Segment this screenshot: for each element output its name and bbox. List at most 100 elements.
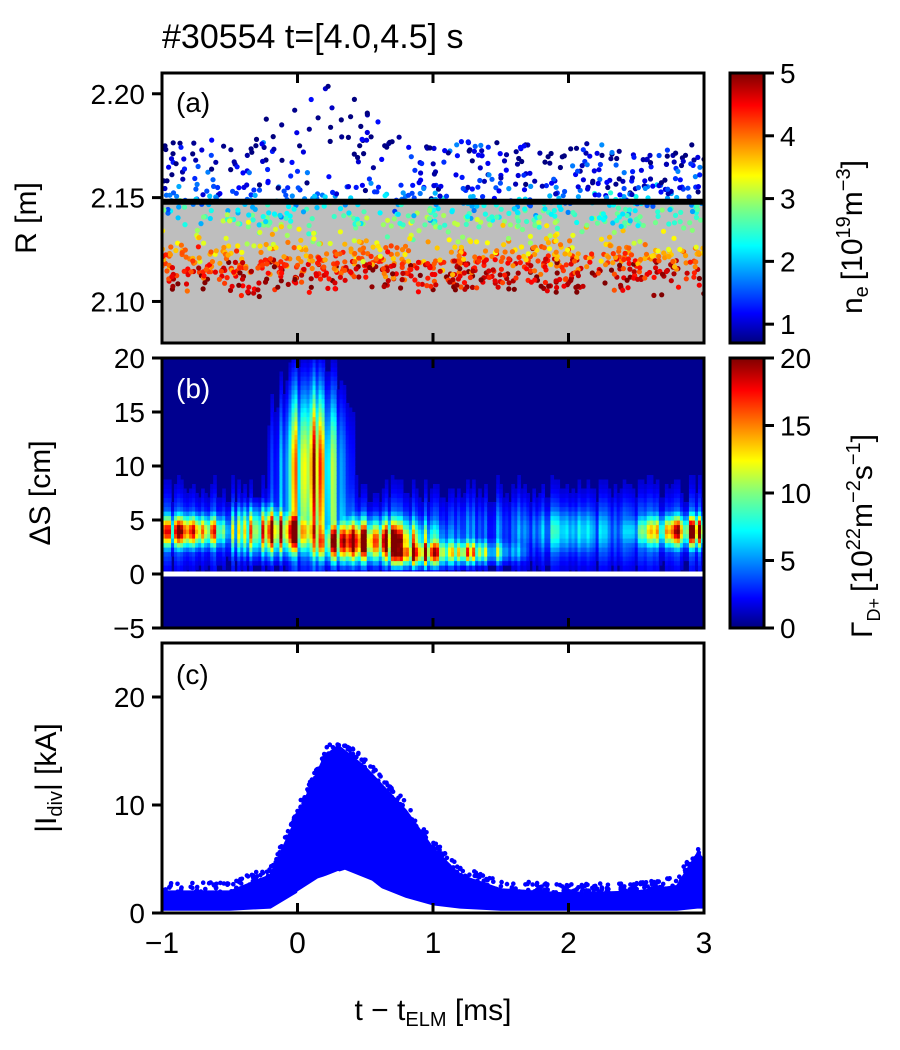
flux-cell [339, 412, 344, 418]
flux-cell [523, 547, 527, 553]
flux-cell [535, 520, 539, 526]
flux-cell [219, 515, 223, 521]
density-point [191, 140, 197, 146]
flux-cell [556, 533, 561, 539]
flux-cell [487, 547, 491, 553]
flux-cell [219, 551, 223, 557]
flux-cell [192, 560, 196, 566]
flux-cell [276, 515, 281, 521]
density-point [342, 259, 348, 265]
flux-cell [276, 466, 281, 472]
density-point [477, 165, 483, 171]
density-point [332, 286, 338, 292]
flux-cell [348, 502, 353, 508]
density-point [264, 215, 270, 221]
flux-cell [318, 385, 323, 391]
density-point [567, 238, 573, 244]
density-point [627, 207, 633, 213]
flux-cell [517, 556, 521, 562]
flux-cell [195, 547, 199, 553]
flux-cell [339, 425, 344, 431]
flux-cell [318, 394, 323, 400]
flux-cell [396, 524, 401, 530]
flux-cell [556, 479, 561, 485]
flux-cell [177, 533, 181, 539]
flux-cell [454, 560, 458, 566]
density-point [221, 244, 227, 251]
flux-cell [387, 529, 392, 535]
flux-cell [496, 560, 500, 566]
flux-cell [342, 538, 347, 544]
density-point [259, 141, 265, 147]
flux-cell [303, 434, 308, 440]
flux-cell [201, 515, 205, 521]
flux-cell [240, 520, 244, 526]
flux-cell [318, 497, 323, 503]
flux-cell [429, 520, 434, 526]
flux-cell [183, 551, 187, 557]
flux-cell [186, 551, 190, 557]
flux-cell [414, 506, 419, 512]
flux-cell [333, 556, 338, 562]
flux-cell [330, 524, 335, 530]
density-point [405, 192, 411, 198]
flux-cell [327, 385, 332, 391]
flux-cell [324, 529, 329, 535]
flux-cell [433, 556, 437, 562]
density-point [680, 158, 686, 164]
flux-cell [589, 502, 594, 508]
density-point [244, 152, 250, 158]
flux-cell [342, 497, 347, 503]
flux-cell [390, 515, 395, 521]
flux-cell [342, 398, 347, 404]
density-point [355, 221, 362, 227]
flux-cell [234, 511, 238, 517]
density-point [362, 187, 368, 194]
flux-cell [345, 448, 350, 454]
density-point [313, 271, 319, 277]
flux-cell [285, 551, 290, 557]
flux-cell [339, 506, 344, 512]
flux-cell [321, 493, 326, 499]
density-point [460, 185, 466, 192]
flux-cell [216, 551, 220, 557]
flux-cell [231, 565, 235, 571]
flux-cell [460, 506, 464, 512]
flux-cell [393, 497, 398, 503]
density-point [490, 267, 496, 273]
flux-cell [330, 479, 335, 485]
flux-cell [384, 515, 389, 521]
flux-cell [604, 533, 609, 539]
flux-cell [466, 556, 470, 562]
flux-cell [514, 520, 518, 526]
flux-cell [306, 385, 311, 391]
flux-cell [342, 443, 347, 449]
flux-cell [571, 551, 576, 557]
density-point [651, 292, 657, 298]
flux-cell [586, 506, 591, 512]
density-point [541, 245, 547, 251]
density-point [390, 275, 397, 281]
flux-cell [297, 556, 302, 562]
flux-cell [574, 529, 579, 535]
flux-cell [363, 511, 368, 517]
flux-cell [318, 533, 323, 539]
flux-cell [405, 538, 410, 544]
flux-cell [417, 497, 422, 503]
flux-cell [586, 511, 591, 517]
flux-cell [463, 556, 467, 562]
flux-cell [589, 497, 594, 503]
density-point [551, 208, 557, 214]
density-point [652, 220, 659, 226]
flux-cell [294, 403, 299, 409]
flux-cell [333, 421, 338, 427]
flux-cell [312, 452, 317, 458]
flux-cell [393, 502, 398, 508]
density-point [395, 211, 401, 217]
flux-cell [411, 506, 416, 512]
flux-cell [598, 497, 603, 503]
flux-cell [448, 511, 452, 517]
flux-cell [330, 457, 335, 463]
flux-cell [607, 547, 612, 553]
density-point [285, 239, 291, 245]
